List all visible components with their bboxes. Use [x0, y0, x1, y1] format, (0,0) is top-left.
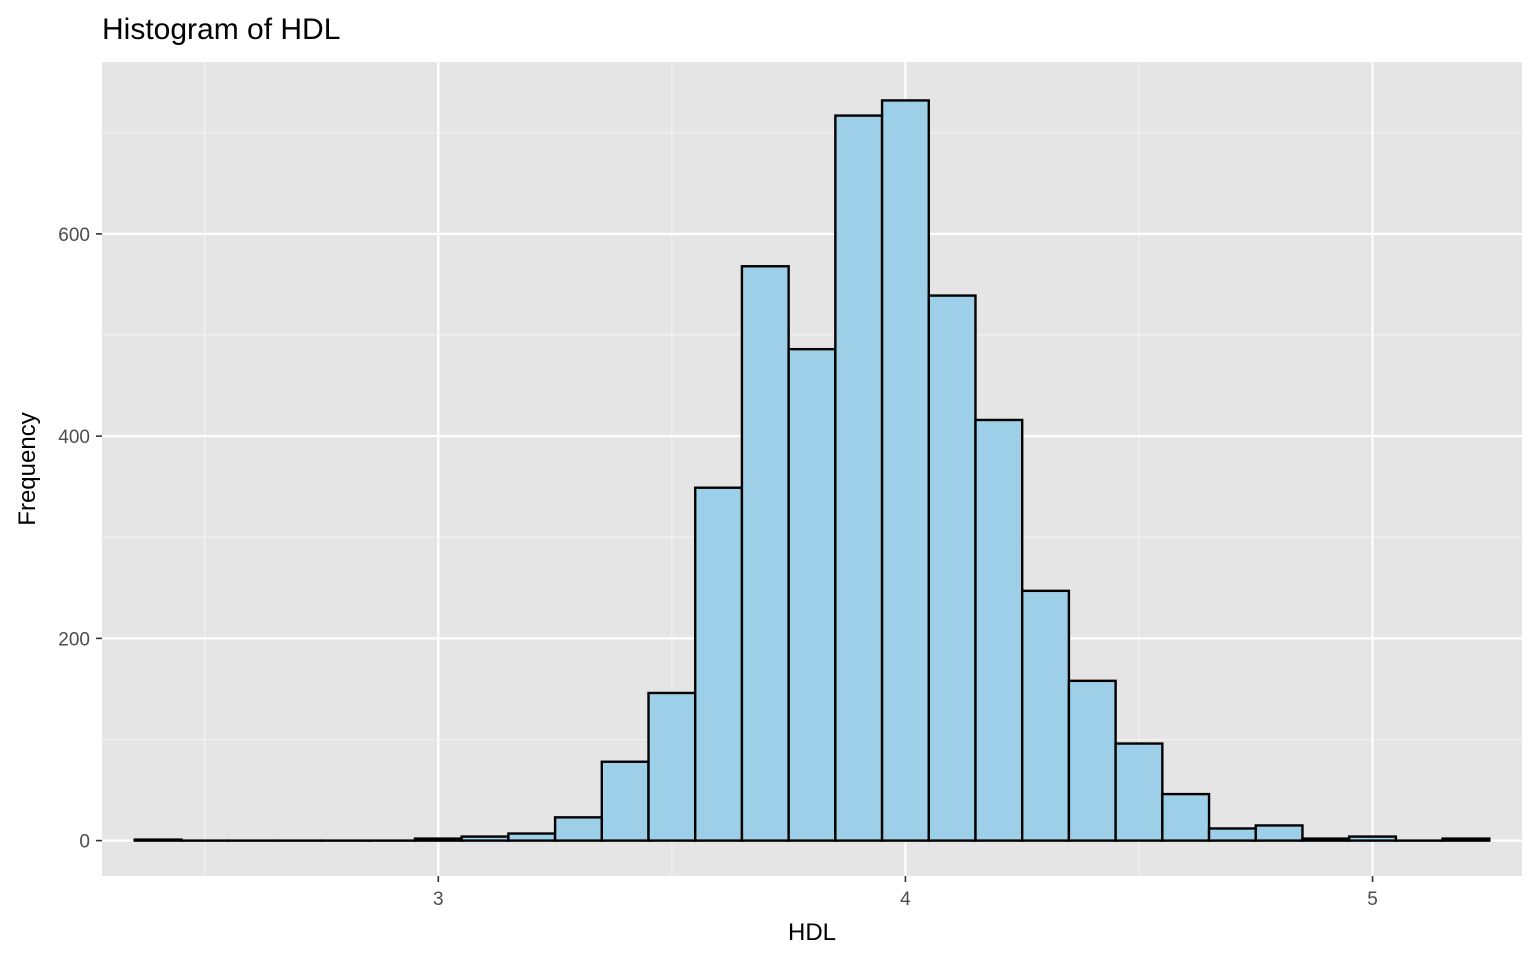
histogram-bar — [1207, 827, 1257, 842]
histogram-bar — [133, 838, 183, 842]
y-tick-label: 600 — [58, 225, 90, 246]
x-tick-label: 3 — [433, 889, 444, 910]
histogram-bar — [787, 347, 837, 842]
y-tick-label: 0 — [79, 832, 90, 853]
histogram-bar — [553, 816, 604, 842]
histogram-bar — [1441, 837, 1491, 842]
x-axis: 3 4 5 — [433, 876, 1378, 910]
histogram-bar — [1347, 835, 1398, 842]
histogram-bar — [740, 265, 790, 842]
x-tick-label: 4 — [900, 889, 911, 910]
y-tick-label: 200 — [58, 629, 90, 650]
histogram-bar — [1114, 742, 1164, 842]
y-axis: 0 200 400 600 — [58, 225, 102, 853]
histogram-bar — [507, 832, 557, 842]
y-tick-label: 400 — [58, 427, 90, 448]
histogram-bar — [1301, 837, 1351, 842]
histogram-bar — [1161, 792, 1211, 842]
histogram-bar — [413, 837, 463, 842]
histogram-bar — [1020, 589, 1071, 842]
x-tick-label: 5 — [1367, 889, 1378, 910]
chart-title: Histogram of HDL — [102, 13, 340, 46]
x-axis-title: HDL — [788, 919, 836, 946]
histogram-bar — [880, 99, 930, 842]
histogram-bar — [834, 114, 884, 842]
y-axis-title: Frequency — [14, 412, 41, 525]
histogram-bar — [1254, 824, 1304, 842]
histogram-bar — [927, 294, 977, 842]
histogram-bar — [647, 691, 697, 842]
histogram-bars — [133, 99, 1491, 842]
histogram-bar — [974, 418, 1024, 842]
histogram-bar — [460, 835, 510, 842]
histogram-bar — [694, 486, 744, 842]
histogram-bar — [600, 760, 650, 842]
histogram-bar — [1067, 679, 1117, 842]
